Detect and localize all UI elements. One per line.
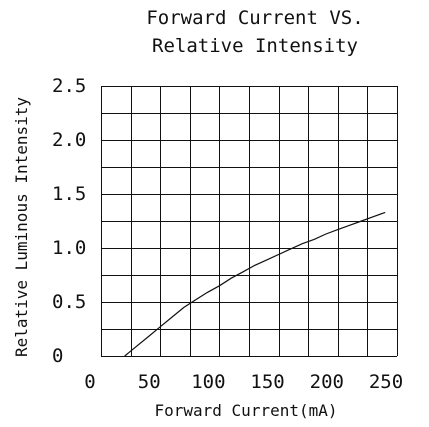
x-tick-labels: 0 50 100 150 200 250: [84, 371, 403, 393]
y-tick-label: 2.5: [52, 75, 86, 97]
y-tick-label: 1.0: [52, 237, 86, 259]
y-axis-label: Relative Luminous Intensity: [12, 97, 31, 357]
grid: [101, 86, 398, 357]
x-tick-label: 0: [84, 371, 95, 393]
y-tick-label: 1.5: [52, 183, 86, 205]
y-tick-label: 0.5: [52, 291, 86, 313]
y-tick-label: 2.0: [52, 129, 86, 151]
x-tick-label: 200: [310, 371, 344, 393]
chart-title-line-2: Relative Intensity: [152, 35, 358, 57]
series-line: [124, 211, 386, 357]
x-tick-label: 100: [191, 371, 225, 393]
x-tick-label: 150: [250, 371, 284, 393]
x-axis-label: Forward Current(mA): [154, 401, 337, 420]
y-tick-label: 0: [52, 345, 63, 367]
chart-title-line-1: Forward Current VS.: [146, 7, 363, 29]
x-tick-label: 50: [138, 371, 161, 393]
x-tick-label: 250: [369, 371, 403, 393]
y-tick-labels: 0 0.5 1.0 1.5 2.0 2.5: [52, 75, 86, 367]
